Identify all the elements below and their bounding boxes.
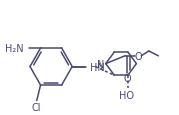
Text: N: N (97, 59, 105, 69)
Text: Cl: Cl (31, 102, 40, 112)
Text: HO: HO (119, 90, 134, 100)
Text: HN: HN (90, 63, 105, 73)
Text: O: O (134, 51, 142, 61)
Text: H₂N: H₂N (5, 44, 23, 53)
Text: O: O (124, 74, 132, 83)
